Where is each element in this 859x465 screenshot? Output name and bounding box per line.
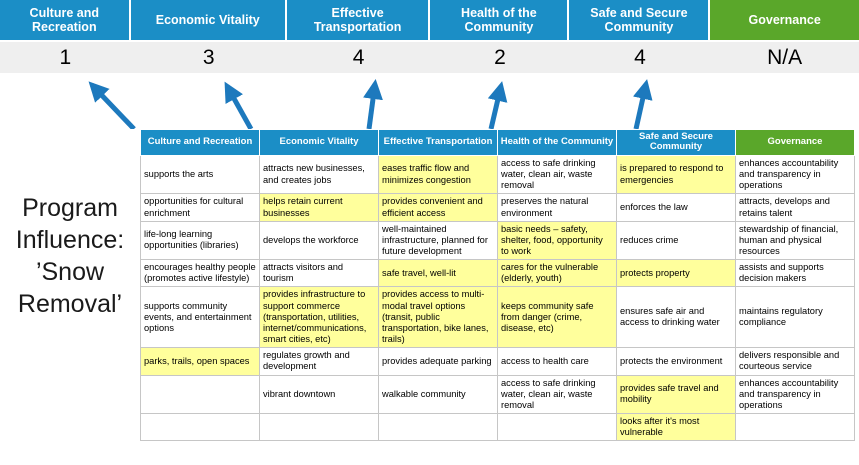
matrix-cell — [140, 374, 260, 415]
matrix-cell-highlighted: keeps community safe from danger (crime,… — [497, 286, 617, 349]
summary-score-economic-vitality: 3 — [202, 45, 215, 69]
matrix-cell: opportunities for cultural enrichment — [140, 193, 260, 222]
matrix-cell: supports community events, and entertain… — [140, 286, 260, 349]
matrix-cell: attracts, develops and retains talent — [735, 193, 855, 222]
summary-header-culture-and-recreation: Culture and Recreation — [0, 0, 131, 40]
summary-header-row: Culture and Recreation Economic Vitality E… — [0, 0, 859, 40]
matrix-cell-highlighted: cares for the vulnerable (elderly, youth… — [497, 259, 617, 288]
summary-header-health-of-the-community: Health of the Community — [430, 0, 570, 40]
matrix-cell-highlighted: safe travel, well-lit — [378, 259, 498, 288]
matrix-cell: reduces crime — [616, 220, 736, 261]
matrix-cell — [378, 412, 498, 442]
arrow-health-community — [487, 81, 508, 129]
matrix-cell-highlighted: parks, trails, open spaces — [140, 347, 260, 376]
matrix-header-economic-vitality: Economic Vitality — [259, 129, 379, 156]
matrix-cell: life-long learning opportunities (librar… — [140, 220, 260, 261]
matrix-header-row: Culture and Recreation Economic Vitality E… — [140, 129, 855, 156]
matrix-cell: enhances accountability and transparency… — [735, 374, 855, 415]
matrix-cell-highlighted: eases traffic flow and minimizes congest… — [378, 154, 498, 195]
table-row: vibrant downtown walkable community access… — [140, 374, 855, 415]
matrix-header-culture-and-recreation: Culture and Recreation — [140, 129, 260, 156]
matrix-cell: walkable community — [378, 374, 498, 415]
matrix-cell: ensures safe air and access to drinking … — [616, 286, 736, 349]
matrix-cell: develops the workforce — [259, 220, 379, 261]
matrix-header-safe-and-secure-community: Safe and Secure Community — [616, 129, 736, 156]
summary-score-safe-and-secure-community: 4 — [634, 45, 646, 69]
matrix-cell: provides adequate parking — [378, 347, 498, 376]
matrix-cell: access to health care — [497, 347, 617, 376]
table-row: parks, trails, open spaces regulates grow… — [140, 347, 855, 376]
matrix-cell-highlighted: provides infrastructure to support comme… — [259, 286, 379, 349]
main-content: Program Influence: ’Snow Removal’ Cultur… — [0, 129, 859, 442]
matrix-cell: stewardship of financial, human and phys… — [735, 220, 855, 261]
summary-score-row: 1 3 4 2 4 N/A — [0, 40, 859, 73]
summary-score-governance: N/A — [767, 45, 803, 69]
matrix-cell-highlighted: provides safe travel and mobility — [616, 374, 736, 415]
arrow-safe-secure-community — [632, 79, 653, 129]
matrix-cell-highlighted: provides access to multi-modal travel op… — [378, 286, 498, 349]
matrix-cell: attracts visitors and tourism — [259, 259, 379, 288]
matrix-cell: regulates growth and development — [259, 347, 379, 376]
matrix-cell-highlighted: helps retain current businesses — [259, 193, 379, 222]
table-row: supports the arts attracts new businesses… — [140, 154, 855, 195]
table-row: encourages healthy people (promotes acti… — [140, 259, 855, 288]
matrix-cell: well-maintained infrastructure, planned … — [378, 220, 498, 261]
matrix-cell: enhances accountability and transparency… — [735, 154, 855, 195]
matrix-cell: preserves the natural environment — [497, 193, 617, 222]
matrix-cell — [259, 412, 379, 442]
summary-header-safe-and-secure-community: Safe and Secure Community — [569, 0, 711, 40]
arrow-effective-transportation — [363, 79, 383, 129]
matrix-cell: encourages healthy people (promotes acti… — [140, 259, 260, 288]
summary-header-effective-transportation: Effective Transportation — [286, 0, 431, 40]
matrix-cell: vibrant downtown — [259, 374, 379, 415]
matrix-cell: maintains regulatory compliance — [735, 286, 855, 349]
summary-score-health-of-the-community: 2 — [494, 45, 506, 69]
summary-header-economic-vitality: Economic Vitality — [130, 0, 287, 40]
matrix-cell-highlighted: looks after it's most vulnerable — [616, 412, 736, 442]
matrix-cell-highlighted: provides convenient and efficient access — [378, 193, 498, 222]
matrix-cell-highlighted: basic needs – safety, shelter, food, opp… — [497, 220, 617, 261]
influence-matrix-wrap: Culture and Recreation Economic Vitality E… — [140, 129, 855, 442]
matrix-cell: assists and supports decision makers — [735, 259, 855, 288]
matrix-cell — [497, 412, 617, 442]
summary-score-effective-transportation: 4 — [352, 45, 365, 69]
matrix-cell: access to safe drinking water, clean air… — [497, 374, 617, 415]
matrix-header-health-of-the-community: Health of the Community — [497, 129, 617, 156]
matrix-cell-highlighted: is prepared to respond to emergencies — [616, 154, 736, 195]
matrix-cell: delivers responsible and courteous servi… — [735, 347, 855, 376]
table-row: opportunities for cultural enrichment hel… — [140, 193, 855, 222]
matrix-cell: protects the environment — [616, 347, 736, 376]
matrix-cell: access to safe drinking water, clean air… — [497, 154, 617, 195]
matrix-cell — [735, 412, 855, 442]
matrix-cell: attracts new businesses, and creates job… — [259, 154, 379, 195]
matrix-cell: enforces the law — [616, 193, 736, 222]
arrow-band — [0, 73, 859, 129]
matrix-header-governance: Governance — [735, 129, 855, 156]
matrix-cell-highlighted: protects property — [616, 259, 736, 288]
page-title: Program Influence: ’Snow Removal’ — [15, 194, 125, 318]
influence-matrix: Culture and Recreation Economic Vitality E… — [140, 129, 855, 442]
arrow-economic-vitality — [224, 81, 254, 129]
summary-header-governance: Governance — [710, 0, 859, 40]
summary-score-culture-and-recreation: 1 — [59, 45, 72, 69]
table-row: looks after it's most vulnerable — [140, 412, 855, 442]
table-row: supports community events, and entertain… — [140, 286, 855, 349]
table-row: life-long learning opportunities (librar… — [140, 220, 855, 261]
arrow-culture-recreation — [88, 81, 136, 129]
matrix-header-effective-transportation: Effective Transportation — [378, 129, 498, 156]
influence-arrows — [88, 79, 653, 129]
matrix-cell: supports the arts — [140, 154, 260, 195]
matrix-cell — [140, 412, 260, 442]
